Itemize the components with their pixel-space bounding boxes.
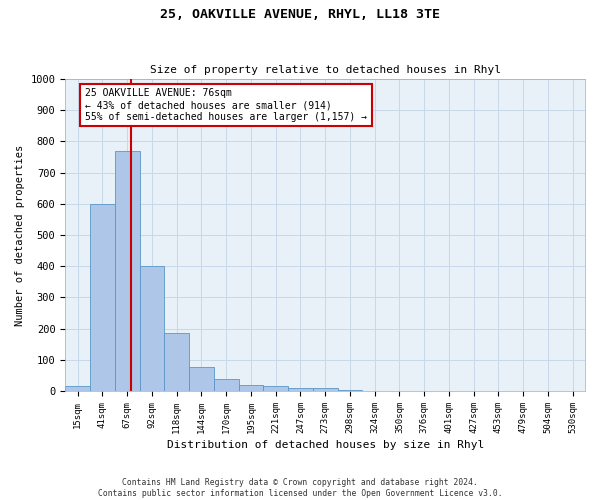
- Bar: [338, 390, 362, 391]
- X-axis label: Distribution of detached houses by size in Rhyl: Distribution of detached houses by size …: [167, 440, 484, 450]
- Bar: [263, 386, 288, 391]
- Text: 25 OAKVILLE AVENUE: 76sqm
← 43% of detached houses are smaller (914)
55% of semi: 25 OAKVILLE AVENUE: 76sqm ← 43% of detac…: [85, 88, 367, 122]
- Bar: [164, 334, 189, 391]
- Text: Contains HM Land Registry data © Crown copyright and database right 2024.
Contai: Contains HM Land Registry data © Crown c…: [98, 478, 502, 498]
- Bar: [313, 388, 338, 391]
- Bar: [214, 379, 239, 391]
- Y-axis label: Number of detached properties: Number of detached properties: [15, 144, 25, 326]
- Bar: [115, 151, 140, 391]
- Bar: [288, 388, 313, 391]
- Bar: [140, 266, 164, 391]
- Bar: [65, 386, 90, 391]
- Bar: [189, 366, 214, 391]
- Bar: [90, 204, 115, 391]
- Text: 25, OAKVILLE AVENUE, RHYL, LL18 3TE: 25, OAKVILLE AVENUE, RHYL, LL18 3TE: [160, 8, 440, 20]
- Title: Size of property relative to detached houses in Rhyl: Size of property relative to detached ho…: [149, 66, 500, 76]
- Bar: [239, 385, 263, 391]
